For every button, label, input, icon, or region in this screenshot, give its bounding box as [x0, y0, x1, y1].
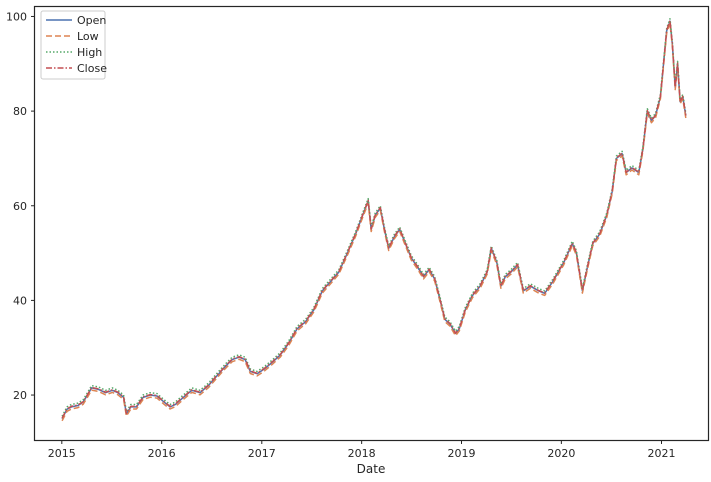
- x-tick-label: 2016: [148, 447, 176, 460]
- y-tick-label: 20: [13, 389, 27, 402]
- legend-label-open: Open: [77, 14, 106, 27]
- y-tick-label: 80: [13, 105, 27, 118]
- x-tick-label: 2018: [348, 447, 376, 460]
- x-axis: 2015 2016 2017 2018 2019 2020 2021: [48, 440, 675, 460]
- x-tick-label: 2017: [248, 447, 276, 460]
- x-tick-label: 2021: [647, 447, 675, 460]
- series-line-close: [61, 19, 687, 419]
- legend-label-close: Close: [77, 62, 107, 75]
- legend-label-low: Low: [77, 30, 99, 43]
- legend-label-high: High: [77, 46, 102, 59]
- series-layer: [61, 18, 687, 422]
- legend: Open Low High Close: [40, 10, 107, 80]
- x-axis-title: Date: [357, 462, 386, 476]
- y-tick-label: 100: [6, 10, 27, 23]
- x-tick-label: 2019: [448, 447, 476, 460]
- x-tick-label: 2020: [547, 447, 575, 460]
- y-axis: 20 40 60 80 100: [6, 10, 35, 402]
- x-tick-label: 2015: [48, 447, 76, 460]
- legend-box: [40, 10, 106, 80]
- series-line-high: [61, 18, 687, 417]
- y-tick-label: 60: [13, 200, 27, 213]
- y-tick-label: 40: [13, 294, 27, 307]
